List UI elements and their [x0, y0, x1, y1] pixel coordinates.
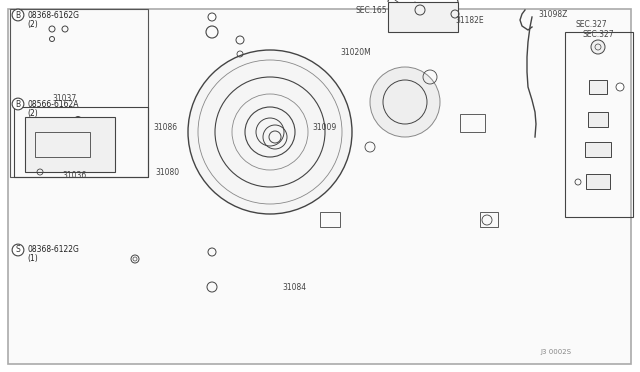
Circle shape: [188, 50, 352, 214]
Circle shape: [208, 13, 216, 21]
Text: 31037: 31037: [53, 93, 77, 103]
Text: 31080: 31080: [155, 167, 179, 176]
Bar: [388, 2, 458, 32]
Text: 31086: 31086: [153, 122, 177, 131]
Text: (2): (2): [27, 109, 38, 118]
Text: (1): (1): [27, 254, 38, 263]
Text: SEC.327: SEC.327: [582, 29, 614, 38]
Bar: [320, 212, 340, 227]
Circle shape: [591, 40, 605, 54]
Polygon shape: [328, 177, 490, 254]
Text: SEC.327: SEC.327: [576, 19, 607, 29]
Text: 08368-6122G: 08368-6122G: [27, 246, 79, 254]
Bar: [585, 142, 611, 157]
Text: (2): (2): [27, 19, 38, 29]
Text: SEC.165: SEC.165: [356, 6, 388, 15]
Bar: [565, 32, 633, 217]
Bar: [10, 9, 148, 177]
Bar: [35, 132, 90, 157]
Text: 31084: 31084: [282, 282, 306, 292]
Text: 31020M: 31020M: [340, 48, 371, 57]
Polygon shape: [292, 17, 492, 180]
Bar: [460, 114, 485, 132]
Circle shape: [370, 67, 440, 137]
Text: B: B: [15, 99, 20, 109]
Bar: [589, 80, 607, 94]
Bar: [480, 212, 498, 227]
Bar: [25, 117, 115, 172]
Bar: [14, 107, 148, 177]
Circle shape: [616, 83, 624, 91]
Text: 31098Z: 31098Z: [538, 10, 568, 19]
Text: 31036: 31036: [63, 170, 87, 180]
Text: 08566-6162A: 08566-6162A: [27, 99, 79, 109]
Text: 31182E: 31182E: [455, 16, 484, 25]
Text: S: S: [15, 246, 20, 254]
Text: 08368-6162G: 08368-6162G: [27, 10, 79, 19]
Bar: [588, 112, 608, 127]
Text: 31009: 31009: [312, 122, 336, 131]
Text: J3 0002S: J3 0002S: [540, 349, 571, 355]
Bar: [586, 174, 610, 189]
Text: B: B: [15, 10, 20, 19]
